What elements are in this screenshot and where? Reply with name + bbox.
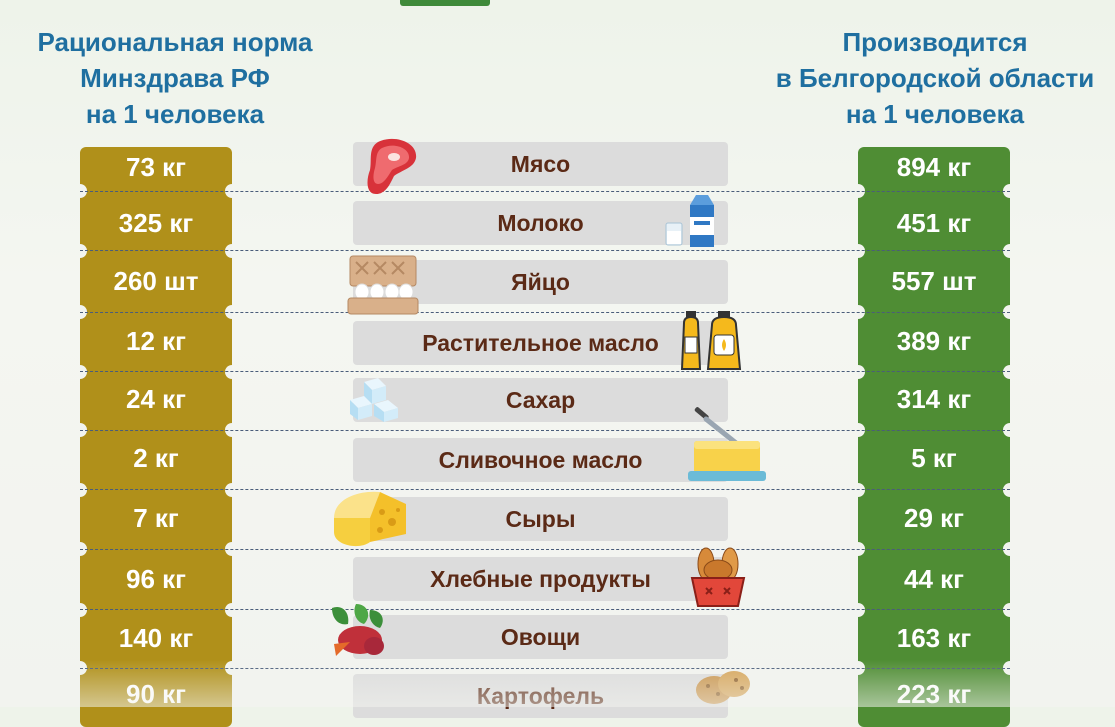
produced-value: 389 кг <box>896 326 972 356</box>
produced-value: 29 кг <box>904 503 964 533</box>
norm-value: 24 кг <box>126 384 186 414</box>
column-notch <box>225 244 232 258</box>
cheese-icon <box>334 491 406 547</box>
produced-value: 557 шт <box>891 266 977 296</box>
row-separator <box>80 609 1010 610</box>
column-notch <box>80 483 87 497</box>
norm-header-line: Рациональная норма <box>37 27 313 57</box>
row-separator <box>80 191 1010 192</box>
row-separator <box>80 489 1010 490</box>
row-separator <box>80 549 1010 550</box>
row-separator <box>80 430 1010 431</box>
potatoes-icon <box>696 671 750 704</box>
norm-value: 96 кг <box>126 564 186 594</box>
norm-value: 7 кг <box>133 503 179 533</box>
produced-value: 451 кг <box>896 208 972 238</box>
produced-header-line: Производится <box>842 27 1028 57</box>
norm-column <box>80 147 232 727</box>
produced-value: 223 кг <box>896 679 972 709</box>
row-separator <box>80 250 1010 251</box>
produced-header: Производится в Белгородской области на 1… <box>765 24 1105 132</box>
product-label: Картофель <box>353 674 728 718</box>
column-notch <box>225 483 232 497</box>
column-notch <box>858 483 865 497</box>
norm-header-line: Минздрава РФ <box>80 63 270 93</box>
egg-carton-icon <box>347 255 419 315</box>
norm-value: 90 кг <box>126 679 186 709</box>
produced-value: 44 кг <box>904 564 964 594</box>
meat-steak-icon <box>367 138 417 194</box>
produced-header-line: на 1 человека <box>845 99 1025 129</box>
column-notch <box>80 365 87 379</box>
column-notch <box>858 603 865 617</box>
column-notch <box>858 244 865 258</box>
oil-bottles-icon <box>680 311 742 370</box>
column-notch <box>225 603 232 617</box>
column-notch <box>1003 603 1010 617</box>
column-notch <box>1003 365 1010 379</box>
bread-basket-icon <box>690 547 746 607</box>
column-notch <box>80 603 87 617</box>
norm-value: 260 шт <box>113 266 199 296</box>
milk-carton-icon <box>665 195 714 247</box>
norm-header-line: на 1 человека <box>85 99 265 129</box>
product-label: Сливочное масло <box>353 438 728 482</box>
produced-value: 5 кг <box>911 443 957 473</box>
product-label: Сыры <box>353 497 728 541</box>
produced-value: 314 кг <box>896 384 972 414</box>
norm-value: 140 кг <box>118 623 194 653</box>
column-notch <box>858 365 865 379</box>
norm-value: 12 кг <box>126 326 186 356</box>
product-label: Овощи <box>353 615 728 659</box>
produced-value: 894 кг <box>896 152 972 182</box>
norm-header: Рациональная норма Минздрава РФ на 1 чел… <box>20 24 330 132</box>
column-notch <box>80 244 87 258</box>
product-label: Молоко <box>353 201 728 245</box>
row-separator <box>80 312 1010 313</box>
product-label: Мясо <box>353 142 728 186</box>
product-label: Сахар <box>353 378 728 422</box>
butter-dish-icon <box>688 407 766 481</box>
norm-value: 325 кг <box>118 208 194 238</box>
product-label: Растительное масло <box>353 321 728 365</box>
norm-value: 2 кг <box>133 443 179 473</box>
row-separator <box>80 371 1010 372</box>
norm-value: 73 кг <box>126 152 186 182</box>
column-notch <box>1003 244 1010 258</box>
sugar-cubes-icon <box>350 378 398 422</box>
produced-value: 163 кг <box>896 623 972 653</box>
top-accent-strip <box>400 0 490 6</box>
product-label: Хлебные продукты <box>353 557 728 601</box>
column-notch <box>225 365 232 379</box>
row-separator <box>80 668 1010 669</box>
column-notch <box>1003 483 1010 497</box>
vegetables-icon <box>332 604 384 656</box>
produced-header-line: в Белгородской области <box>775 63 1095 93</box>
